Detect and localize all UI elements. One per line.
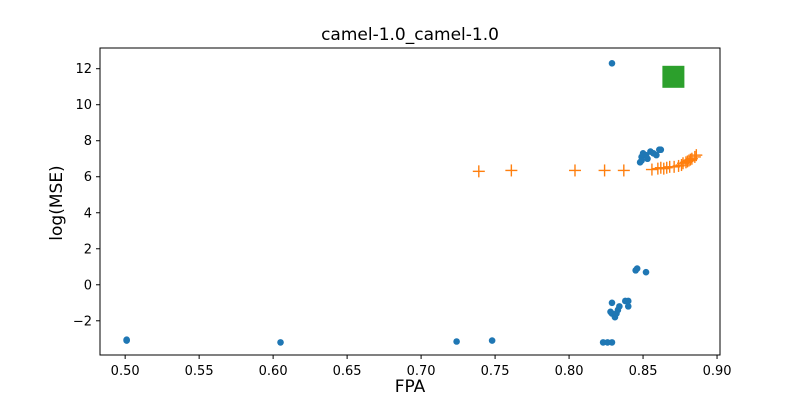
data-point xyxy=(472,165,485,178)
data-point xyxy=(633,265,641,272)
y-tick-label: 4 xyxy=(84,206,92,221)
y-tick-label: 0 xyxy=(84,278,92,293)
y-tick-label: 6 xyxy=(84,170,92,185)
y-axis-title: log(MSE) xyxy=(47,165,67,240)
data-point xyxy=(453,338,460,345)
data-point xyxy=(123,336,130,343)
data-point xyxy=(624,303,632,310)
data-point xyxy=(277,339,284,346)
x-tick-label: 0.60 xyxy=(259,364,288,379)
data-point xyxy=(505,164,518,177)
data-point xyxy=(657,146,665,154)
x-tick-label: 0.85 xyxy=(629,364,658,379)
x-tick-label: 0.75 xyxy=(481,364,510,379)
data-point xyxy=(624,297,632,305)
chart-title: camel-1.0_camel-1.0 xyxy=(321,25,499,45)
data-point xyxy=(644,155,651,163)
data-point xyxy=(608,60,616,67)
x-tick-label: 0.50 xyxy=(111,364,140,379)
data-point xyxy=(638,157,645,164)
plot-frame xyxy=(99,47,721,356)
axes: 0.50 0.55 0.60 0.65 0.70 0.75 0.80 0.85 0.90 −2 0 2… xyxy=(73,47,732,379)
data-point xyxy=(688,150,701,163)
x-tick-label: 0.90 xyxy=(703,364,732,379)
x-tick-label: 0.55 xyxy=(185,364,214,379)
data-point xyxy=(660,161,673,174)
data-point xyxy=(617,164,630,177)
data-point xyxy=(616,303,623,310)
y-tick-label: 2 xyxy=(84,242,92,257)
data-point xyxy=(657,162,670,175)
data-point xyxy=(568,164,581,177)
data-point xyxy=(608,299,616,307)
x-tick-label: 0.65 xyxy=(333,364,362,379)
y-tick-label: −2 xyxy=(73,314,92,329)
data-point xyxy=(645,163,658,176)
y-tick-label: 8 xyxy=(84,134,92,149)
data-point xyxy=(488,337,496,344)
data-point xyxy=(642,268,650,276)
data-point xyxy=(662,65,685,88)
data-point xyxy=(598,164,611,177)
data-point xyxy=(608,339,616,346)
x-axis-title: FPA xyxy=(395,377,426,397)
y-tick-label: 12 xyxy=(75,62,92,77)
data-point xyxy=(690,149,703,162)
x-tick-label: 0.80 xyxy=(555,364,584,379)
data-point xyxy=(653,151,660,159)
x-tick-label: 0.70 xyxy=(407,364,436,379)
plot-points xyxy=(123,60,703,346)
y-tick-label: 10 xyxy=(75,98,92,113)
